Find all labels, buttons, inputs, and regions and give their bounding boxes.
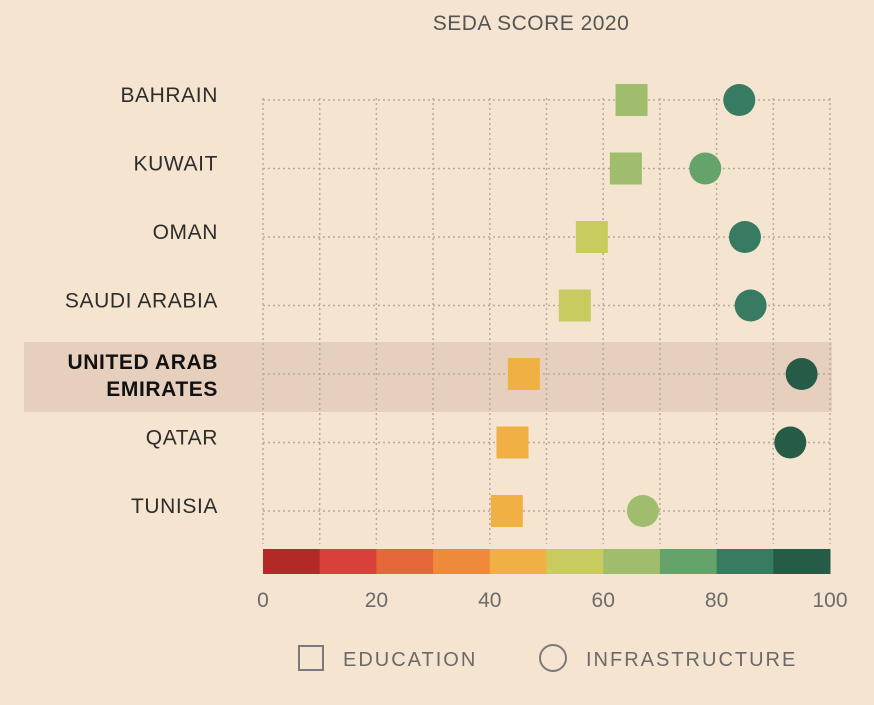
education-marker [558,289,591,322]
color-scale-segment [319,549,377,574]
color-scale-segment [263,549,321,574]
x-tick-label: 100 [812,589,847,612]
x-tick-label: 40 [478,589,501,612]
legend-circle-icon [539,644,567,672]
infrastructure-marker [626,495,659,527]
x-tick-label: 0 [257,589,269,612]
color-scale-segment [489,549,547,574]
legend-label: INFRASTRUCTURE [586,649,797,671]
color-scale-segment [659,549,718,574]
x-tick-label: 20 [365,589,388,612]
infrastructure-marker [728,221,761,253]
x-tick-label: 60 [592,589,615,612]
category-label: BAHRAIN [120,84,218,107]
chart-title: SEDA SCORE 2020 [433,12,630,35]
highlight-band [24,342,832,412]
education-marker [609,152,642,185]
x-tick-label: 80 [705,589,728,612]
color-scale-segment [603,549,661,574]
infrastructure-marker [774,426,807,459]
color-scale-segment [773,549,831,574]
category-label: KUWAIT [134,153,218,176]
infrastructure-marker [785,358,818,390]
infrastructure-marker [734,289,767,322]
education-marker [615,84,648,116]
color-scale-segment [716,549,774,574]
category-label: QATAR [146,427,218,450]
color-scale-segment [546,549,604,574]
education-marker [575,221,608,253]
color-scale-segment [376,549,434,574]
category-label: OMAN [153,221,218,244]
category-label: SAUDI ARABIA [65,290,218,313]
category-label-line: EMIRATES [106,378,218,401]
education-marker [507,358,540,390]
legend-label: EDUCATION [343,649,477,671]
education-marker [490,495,523,527]
legend-square-icon [298,645,324,671]
education-marker [496,426,529,459]
color-scale-segment [433,549,491,574]
infrastructure-marker [689,152,722,185]
category-label-line: UNITED ARAB [68,351,218,374]
category-label: UNITED ARAB EMIRATES [68,351,218,401]
category-label: TUNISIA [131,495,218,518]
infrastructure-marker [723,84,756,116]
